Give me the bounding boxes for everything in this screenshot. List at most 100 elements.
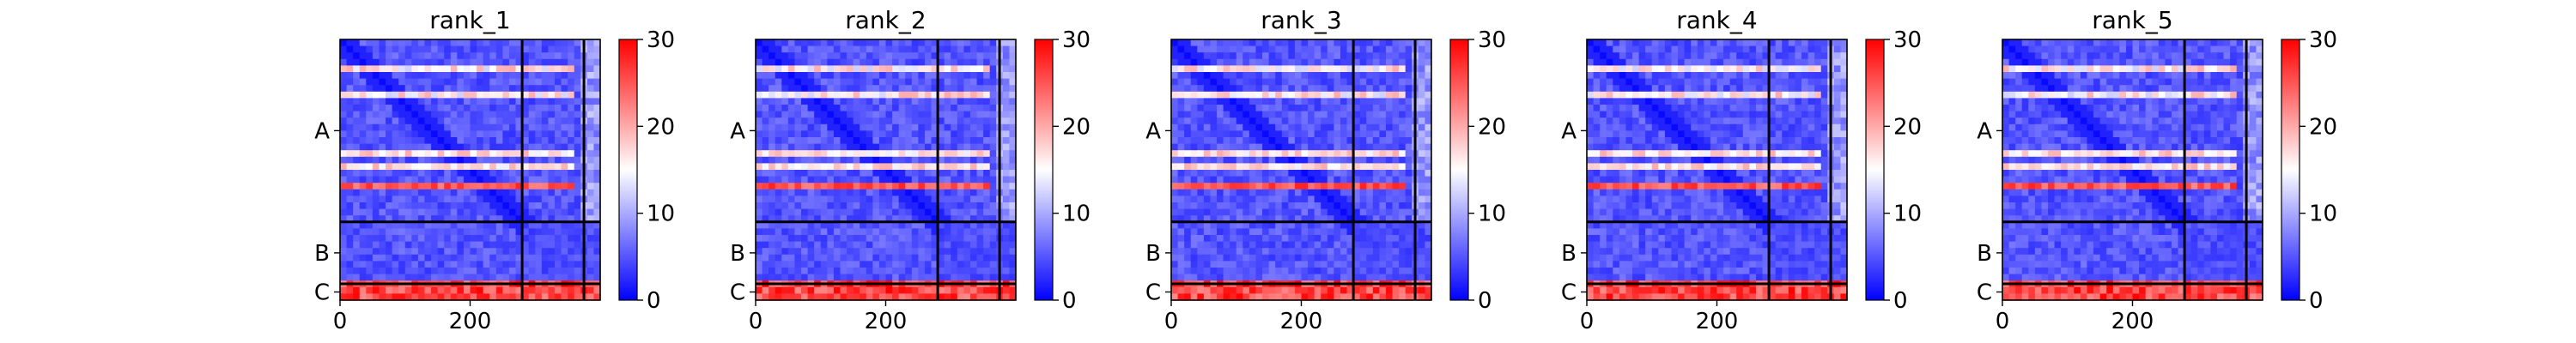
- heatmap-cell: [444, 241, 452, 249]
- heatmap-cell: [1340, 150, 1348, 158]
- heatmap-cell: [1210, 111, 1218, 118]
- heatmap-cell: [522, 208, 530, 216]
- heatmap-cell: [1392, 228, 1400, 236]
- heatmap-cell: [1217, 78, 1224, 86]
- heatmap-cell: [470, 228, 477, 236]
- heatmap-cell: [346, 45, 354, 53]
- heatmap-cell: [931, 286, 939, 294]
- heatmap-cell: [437, 235, 445, 243]
- heatmap-cell: [918, 170, 926, 178]
- heatmap-cell: [918, 150, 926, 158]
- heatmap-cell: [898, 208, 906, 216]
- heatmap-cell: [775, 105, 782, 112]
- heatmap-cell: [528, 170, 536, 178]
- heatmap-cell: [522, 261, 530, 268]
- heatmap-cell: [1418, 183, 1426, 190]
- heatmap-cell: [1775, 39, 1783, 47]
- heatmap-cell: [847, 170, 854, 178]
- heatmap-cell: [866, 58, 873, 66]
- heatmap-cell: [568, 163, 575, 171]
- heatmap-cell: [1346, 261, 1354, 268]
- heatmap-cell: [1294, 105, 1303, 112]
- heatmap-cell: [586, 274, 595, 281]
- heatmap-cell: [847, 183, 854, 190]
- heatmap-cell: [924, 293, 933, 301]
- heatmap-cell: [1223, 65, 1230, 73]
- heatmap-cell: [1217, 105, 1224, 112]
- heatmap-cell: [944, 105, 951, 112]
- heatmap-cell: [1275, 156, 1283, 164]
- heatmap-cell: [359, 215, 367, 223]
- heatmap-cell: [781, 137, 789, 145]
- heatmap-cell: [483, 268, 490, 275]
- heatmap-cell: [574, 105, 581, 112]
- heatmap-cell: [944, 163, 951, 171]
- heatmap-cell: [963, 156, 971, 164]
- heatmap-cell: [1230, 286, 1237, 294]
- heatmap-cell: [905, 268, 913, 275]
- heatmap-cell: [756, 117, 763, 125]
- heatmap-cell: [1002, 235, 1011, 243]
- heatmap-cell: [574, 248, 581, 256]
- heatmap-cell: [892, 137, 900, 145]
- heatmap-cell: [1366, 72, 1374, 80]
- heatmap-cell: [1217, 235, 1224, 243]
- heatmap-cell: [1268, 235, 1276, 243]
- heatmap-cell: [515, 215, 523, 223]
- heatmap-cell: [847, 91, 854, 99]
- heatmap-cell: [969, 228, 978, 236]
- heatmap-cell: [1321, 130, 1328, 138]
- heatmap-cell: [340, 208, 348, 216]
- heatmap-cell: [983, 72, 991, 80]
- heatmap-cell: [561, 111, 568, 118]
- heatmap-cell: [1425, 137, 1432, 145]
- heatmap-cell: [1197, 176, 1205, 184]
- heatmap-cell: [1359, 111, 1367, 118]
- heatmap-cell: [1405, 286, 1413, 294]
- heatmap-cell: [1425, 130, 1432, 138]
- heatmap-cell: [586, 39, 595, 47]
- heatmap-cell: [489, 189, 497, 196]
- heatmap-cell: [483, 52, 490, 60]
- heatmap-cell: [1593, 39, 1601, 47]
- heatmap-cell: [827, 123, 835, 131]
- heatmap-cell: [1236, 78, 1243, 86]
- heatmap-cell: [931, 221, 939, 229]
- heatmap-cell: [450, 78, 458, 86]
- heatmap-cell: [463, 215, 471, 223]
- heatmap-cell: [444, 189, 452, 196]
- heatmap-cell: [833, 105, 841, 112]
- heatmap-cell: [1236, 170, 1243, 178]
- heatmap-cell: [431, 235, 439, 243]
- heatmap-cell: [411, 91, 419, 99]
- heatmap-cell: [1755, 45, 1764, 53]
- heatmap-cell: [827, 39, 835, 47]
- heatmap-cell: [424, 111, 432, 118]
- heatmap-cell: [1236, 286, 1243, 294]
- heatmap-cell: [372, 254, 380, 262]
- heatmap-cell: [535, 117, 543, 125]
- heatmap-cell: [366, 196, 374, 203]
- heatmap-cell: [1372, 105, 1380, 112]
- heatmap-cell: [833, 123, 841, 131]
- heatmap-cell: [1379, 228, 1387, 236]
- heatmap-cell: [1385, 117, 1394, 125]
- heatmap-cell: [346, 98, 354, 105]
- heatmap-cell: [444, 105, 452, 112]
- heatmap-cell: [892, 202, 900, 210]
- heatmap-cell: [568, 111, 575, 118]
- heatmap-cell: [801, 39, 809, 47]
- heatmap-cell: [1275, 268, 1283, 275]
- heatmap-cell: [359, 170, 367, 178]
- heatmap-cell: [1230, 202, 1237, 210]
- heatmap-cell: [515, 45, 523, 53]
- heatmap-cell: [1255, 72, 1263, 80]
- heatmap-cell: [878, 111, 887, 118]
- heatmap-cell: [463, 170, 471, 178]
- heatmap-cell: [1255, 98, 1263, 105]
- heatmap-cell: [892, 143, 900, 151]
- heatmap-cell: [1217, 241, 1224, 249]
- heatmap-cell: [541, 156, 549, 164]
- heatmap-cell: [411, 286, 419, 294]
- heatmap-cell: [769, 176, 776, 184]
